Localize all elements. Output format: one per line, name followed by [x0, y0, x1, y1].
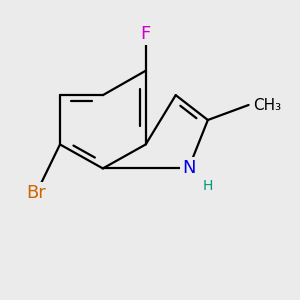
- Text: H: H: [203, 179, 213, 194]
- Text: F: F: [141, 25, 151, 43]
- Text: CH₃: CH₃: [253, 98, 281, 112]
- Text: N: N: [182, 159, 195, 177]
- Text: Br: Br: [27, 184, 46, 202]
